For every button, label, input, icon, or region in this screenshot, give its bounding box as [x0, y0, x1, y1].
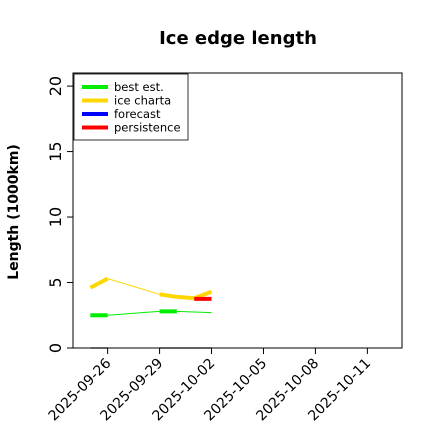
legend-label: persistence	[114, 121, 181, 135]
series-best-est-segment	[176, 310, 212, 314]
legend-label: forecast	[114, 107, 161, 121]
chart-title: Ice edge length	[159, 28, 317, 49]
legend-label: ice charta	[114, 94, 171, 108]
y-tick-label: 20	[46, 76, 65, 96]
y-axis-label: Length (1000km)	[6, 144, 22, 280]
series-ice-charta-segment	[107, 278, 160, 295]
series-ice-charta-segment	[89, 276, 109, 290]
y-tick-label: 15	[46, 141, 65, 161]
plot-area	[89, 276, 213, 349]
plot-frame	[72, 72, 403, 349]
series-best-est-segment	[107, 310, 160, 316]
y-axis: 0 5 10 15 20	[46, 76, 73, 353]
y-tick-label: 10	[46, 207, 65, 227]
legend-label: best est.	[114, 80, 164, 94]
series-ice-charta-segment	[159, 292, 178, 299]
y-tick-label: 0	[46, 343, 65, 353]
series-ice-charta-segment	[176, 294, 195, 301]
y-tick-label: 5	[46, 277, 65, 287]
x-axis: 2025-09-262025-09-292025-10-022025-10-05…	[46, 348, 374, 424]
